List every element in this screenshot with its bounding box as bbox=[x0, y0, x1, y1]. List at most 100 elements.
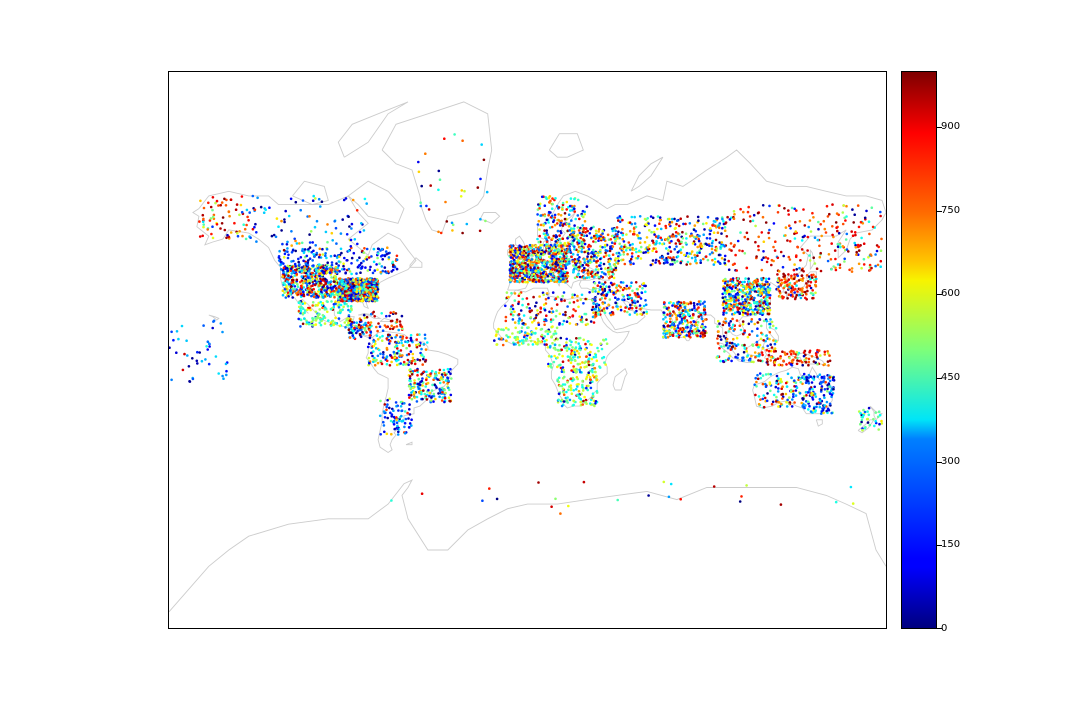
point-scandinavia bbox=[537, 240, 541, 244]
point-europe-east bbox=[575, 260, 578, 263]
point-central-america bbox=[347, 328, 351, 332]
point-mexico bbox=[334, 316, 337, 320]
point-russia-central bbox=[618, 242, 621, 246]
point-alaska bbox=[239, 203, 243, 207]
point-russia-central bbox=[723, 254, 727, 258]
point-europe-east bbox=[601, 229, 604, 233]
point-europe-west bbox=[523, 257, 527, 260]
point-west-africa bbox=[552, 333, 555, 336]
point-brazil-south bbox=[440, 399, 444, 402]
point-europe-west bbox=[515, 268, 518, 271]
point-central-africa bbox=[573, 348, 576, 352]
point-russia-central bbox=[675, 260, 679, 263]
point-united-states-west bbox=[302, 286, 305, 289]
point-scandinavia bbox=[553, 243, 557, 246]
point-europe-west bbox=[562, 265, 565, 268]
point-middle-east bbox=[623, 298, 626, 302]
point-russia-central bbox=[692, 235, 696, 239]
point-canada-south bbox=[359, 271, 362, 274]
point-north-africa bbox=[554, 314, 558, 318]
point-middle-east bbox=[611, 283, 614, 287]
point-russia-central bbox=[706, 215, 710, 219]
point-south-america-north bbox=[374, 346, 378, 350]
point-europe-west bbox=[556, 263, 559, 267]
point-north-africa bbox=[549, 320, 553, 324]
point-canada-south bbox=[290, 251, 294, 254]
point-canada-south bbox=[375, 263, 378, 266]
point-russia-east bbox=[760, 231, 764, 234]
point-brazil-south bbox=[415, 400, 419, 403]
point-canada-north bbox=[255, 231, 258, 234]
point-mexico bbox=[299, 309, 303, 313]
point-europe-west bbox=[522, 259, 525, 263]
point-europe-east bbox=[578, 265, 581, 269]
point-russia-central bbox=[696, 254, 699, 257]
point-europe-east bbox=[568, 262, 571, 265]
point-mexico bbox=[332, 323, 335, 327]
point-central-africa bbox=[568, 339, 572, 342]
point-europe-west bbox=[521, 255, 524, 259]
point-russia-east bbox=[856, 253, 860, 256]
point-southern-cone bbox=[382, 420, 385, 424]
point-canada-south bbox=[379, 249, 382, 252]
point-southern-africa bbox=[562, 368, 565, 372]
point-central-africa bbox=[548, 346, 552, 349]
point-north-africa bbox=[572, 308, 575, 311]
point-canada-south bbox=[367, 256, 371, 259]
point-middle-east bbox=[628, 286, 631, 290]
point-europe-east bbox=[590, 270, 594, 274]
point-caribbean bbox=[389, 311, 392, 314]
point-west-africa bbox=[506, 335, 510, 339]
point-europe-west bbox=[530, 263, 533, 267]
point-south-america-north bbox=[395, 341, 398, 345]
point-canada-south bbox=[343, 267, 346, 271]
point-canada-south bbox=[348, 270, 352, 273]
coastline-cuba bbox=[358, 312, 382, 319]
point-europe-west bbox=[558, 255, 562, 259]
point-brazil-south bbox=[447, 388, 451, 392]
point-europe-east bbox=[592, 259, 596, 262]
point-russia-central bbox=[688, 234, 692, 238]
point-mexico bbox=[309, 308, 312, 312]
point-europe-west bbox=[549, 272, 553, 276]
point-russia-central bbox=[724, 221, 728, 224]
point-europe-east bbox=[571, 235, 574, 239]
point-scandinavia bbox=[538, 228, 541, 231]
point-russia-central bbox=[666, 261, 669, 264]
point-europe-west bbox=[533, 260, 536, 264]
point-mexico bbox=[311, 301, 315, 304]
point-russia-east bbox=[767, 231, 770, 235]
point-brazil-south bbox=[434, 397, 437, 401]
point-north-africa bbox=[560, 298, 563, 301]
point-united-states-east bbox=[340, 280, 344, 284]
point-scandinavia bbox=[559, 241, 562, 245]
point-europe-west bbox=[564, 252, 568, 255]
point-canada-south bbox=[321, 247, 324, 251]
coastline-north-america bbox=[192, 190, 417, 339]
point-united-states-west bbox=[316, 270, 320, 273]
point-canada-south bbox=[356, 259, 359, 262]
coastline-tasmania bbox=[815, 419, 823, 427]
point-middle-east bbox=[604, 297, 607, 300]
point-russia-central bbox=[654, 247, 657, 250]
point-caribbean bbox=[385, 325, 388, 329]
point-canada-south bbox=[283, 252, 287, 256]
point-brazil-south bbox=[422, 370, 425, 374]
point-central-america bbox=[348, 336, 352, 339]
point-mexico bbox=[342, 305, 345, 309]
point-canada-south bbox=[316, 266, 320, 270]
point-southern-cone bbox=[407, 417, 410, 420]
point-europe-east bbox=[573, 248, 576, 251]
point-mexico bbox=[317, 301, 320, 305]
point-russia-central bbox=[635, 250, 638, 254]
point-middle-east bbox=[624, 306, 627, 309]
point-europe-west bbox=[562, 277, 565, 280]
point-united-states-east bbox=[352, 278, 355, 281]
point-middle-east bbox=[642, 311, 646, 314]
point-russia-east bbox=[742, 210, 745, 214]
point-russia-east bbox=[867, 220, 871, 223]
point-south-america-north bbox=[395, 334, 399, 337]
point-russia-east bbox=[787, 213, 790, 216]
point-middle-east bbox=[605, 285, 608, 288]
point-canada-south bbox=[297, 257, 300, 261]
